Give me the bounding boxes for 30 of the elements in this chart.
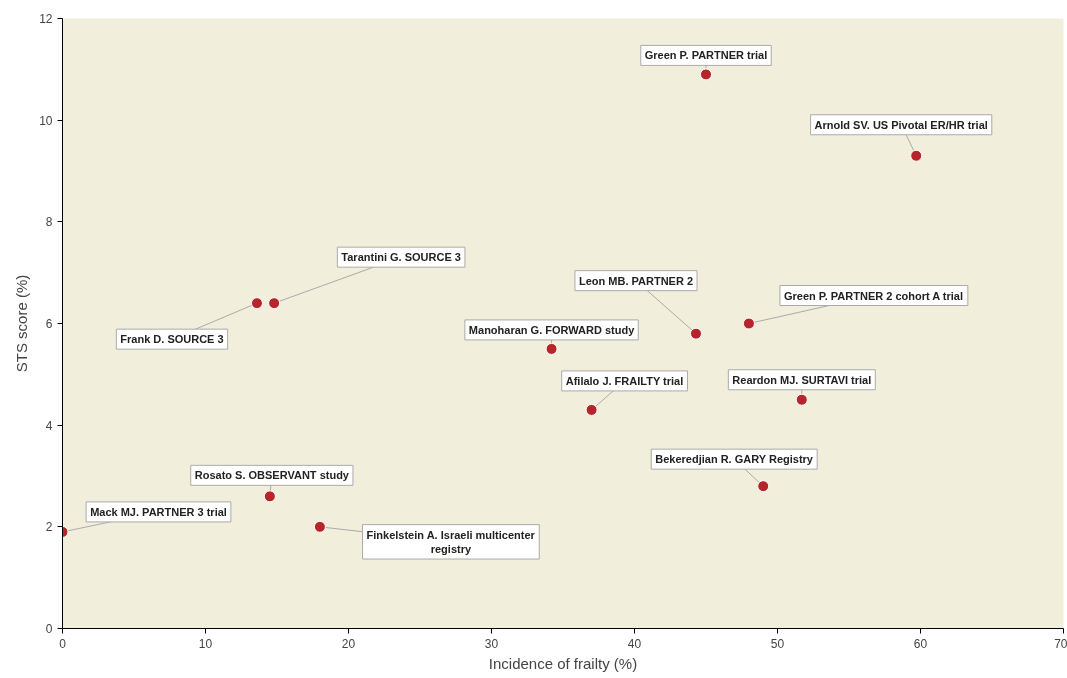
annotation: Manoharan G. FORWARD study [468,323,636,336]
annotation: Bekeredjian R. GARY Registry [655,453,814,466]
x-axis-title: Incidence of frailty (%) [488,654,638,672]
annotation: Leon MB. PARTNER 2 [578,274,694,287]
annotation: Finkelstein A. Israeli multicenter registry [366,528,536,556]
annotation: Rosato S. OBSERVANT study [194,469,350,482]
annotation: Frank D. SOURCE 3 [120,333,224,346]
y-axis-title: STS score (%) [13,274,31,373]
annotation: Reardon MJ. SURTAVI trial [732,373,872,386]
annotation: Mack MJ. PARTNER 3 trial [90,505,227,518]
annotation: Green P. PARTNER 2 cohort A trial [783,289,964,302]
y-tick-label: 4 [45,418,53,433]
x-tick-label: 50 [770,636,785,651]
y-tick-label: 6 [45,317,53,331]
y-tick-label: 0 [45,622,53,636]
x-tick-label: 30 [484,636,499,651]
y-tick-label: 2 [45,520,53,535]
y-tick-label: 8 [45,215,53,230]
x-tick-label: 20 [341,636,356,651]
x-tick-label: 70 [1054,636,1067,651]
x-tick-label: 60 [913,636,928,651]
x-tick-label: 0 [59,636,67,651]
x-tick-label: 10 [198,636,213,651]
annotation: Arnold SV. US Pivotal ER/HR trial [814,118,988,131]
y-tick-label: 12 [39,12,53,26]
x-tick-label: 40 [627,636,642,651]
annotation: Green P. PARTNER trial [644,49,768,62]
annotation: Afilalo J. FRAILTY trial [565,374,684,387]
y-tick-label: 10 [39,113,53,128]
annotation: Tarantini G. SOURCE 3 [341,251,461,264]
